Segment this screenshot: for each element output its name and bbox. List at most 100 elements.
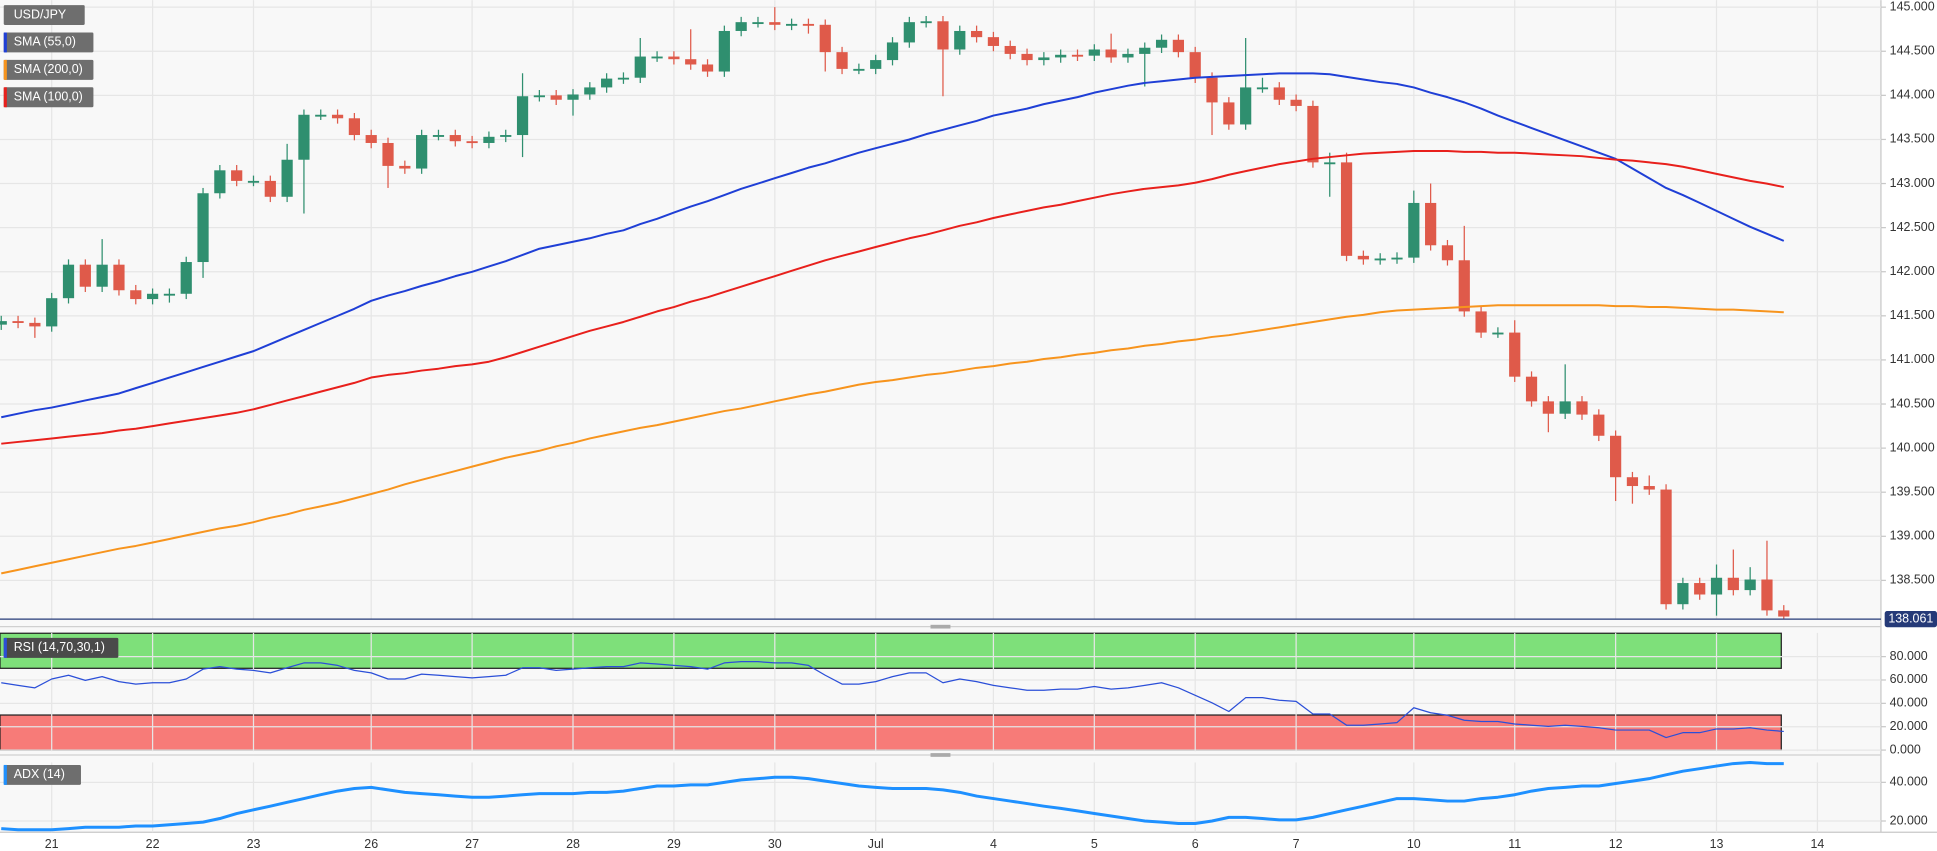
candle-body <box>1021 53 1033 61</box>
candle-body <box>466 141 478 144</box>
y-tick-label: 40.000 <box>1890 696 1928 710</box>
candle-body <box>1408 202 1420 258</box>
y-tick-label: 20.000 <box>1890 719 1928 733</box>
candle-body <box>29 322 41 327</box>
y-tick-label: 80.000 <box>1890 649 1928 663</box>
x-tick-label: 22 <box>146 837 160 851</box>
candle-body <box>987 37 1000 46</box>
candle-body <box>1290 99 1302 106</box>
candle-body <box>802 23 815 26</box>
candle-body <box>399 165 411 169</box>
candle-body <box>500 135 512 137</box>
candle-body <box>567 94 579 100</box>
legend-swatch <box>3 87 7 108</box>
zone <box>0 632 1782 669</box>
candle-body <box>1172 39 1184 53</box>
candle-body <box>1105 49 1117 58</box>
legend-box <box>3 32 94 53</box>
candle-body <box>62 264 75 299</box>
x-tick-label: 13 <box>1710 837 1724 851</box>
y-tick-label: 145.000 <box>1890 0 1935 13</box>
candle-body <box>432 135 445 137</box>
candle-body <box>1038 57 1050 61</box>
candle-body <box>836 52 848 69</box>
candle-body <box>870 60 882 69</box>
candle-body <box>601 78 613 88</box>
candle-body <box>1139 47 1151 54</box>
candle-body <box>1425 202 1437 246</box>
candle-body <box>1727 577 1739 591</box>
candle-body <box>584 87 596 95</box>
x-tick-label: 28 <box>566 837 580 851</box>
y-tick-label: 140.500 <box>1890 396 1935 410</box>
candle-body <box>1525 376 1538 402</box>
candle-body <box>1593 414 1605 436</box>
candle-body <box>1492 332 1504 335</box>
candle-body <box>1458 260 1470 312</box>
candle-body <box>954 30 966 50</box>
x-tick-label: 4 <box>990 837 997 851</box>
y-tick-label: 143.500 <box>1890 132 1935 146</box>
candle-body <box>1307 105 1319 163</box>
panel-handle[interactable] <box>930 624 951 629</box>
candle-body <box>685 59 697 65</box>
last-price-label: 138.061 <box>1888 611 1933 625</box>
candle-body <box>315 114 327 117</box>
x-tick-label: 12 <box>1609 837 1623 851</box>
candle-body <box>1559 401 1571 414</box>
x-tick-label: Jul <box>868 837 884 851</box>
candle-body <box>819 24 831 53</box>
candle-body <box>886 42 899 61</box>
candle-body <box>1778 610 1790 617</box>
candle-body <box>146 293 159 300</box>
candle-body <box>1155 39 1168 48</box>
y-tick-label: 140.000 <box>1890 440 1935 454</box>
x-tick-label: 29 <box>667 837 681 851</box>
candle-body <box>701 64 714 72</box>
x-tick-label: 14 <box>1810 837 1824 851</box>
x-tick-label: 30 <box>768 837 782 851</box>
candle-body <box>1340 162 1353 256</box>
candle-body <box>0 321 7 325</box>
candle-body <box>651 56 663 59</box>
candle-body <box>1643 486 1655 490</box>
legend-box <box>3 5 85 26</box>
series-line <box>1 661 1784 739</box>
marks-layer <box>0 7 1790 832</box>
last-price-box <box>1884 611 1937 628</box>
y-tick-label: 138.500 <box>1890 573 1935 587</box>
candle-body <box>247 180 260 183</box>
candle-body <box>1677 583 1689 605</box>
candle-body <box>180 262 192 294</box>
candle-body <box>298 114 310 160</box>
legend-title: RSI (14,70,30,1) <box>14 640 105 654</box>
candle-body <box>281 159 293 197</box>
candle-body <box>113 264 125 291</box>
candle-body <box>1710 577 1723 595</box>
candle-body <box>1610 435 1622 478</box>
candle-body <box>1475 311 1487 333</box>
legend-label: SMA (200,0) <box>14 62 83 76</box>
candle-body <box>920 21 932 24</box>
x-tick-label: 10 <box>1407 837 1421 851</box>
series-line <box>1 760 1784 832</box>
candle-body <box>550 95 562 100</box>
candle-body <box>1509 332 1521 377</box>
x-tick-label: 11 <box>1508 837 1521 851</box>
candle-body <box>903 22 915 43</box>
candle-body <box>1088 49 1100 56</box>
candle-body <box>1357 255 1369 260</box>
legend-box <box>3 637 119 658</box>
series-line <box>1 304 1784 575</box>
candle-body <box>970 30 983 38</box>
y-tick-label: 0.000 <box>1890 742 1921 756</box>
legend-box <box>3 59 94 80</box>
candle-body <box>1055 54 1067 58</box>
panel-handle[interactable] <box>930 753 951 757</box>
candle-body <box>331 114 344 119</box>
x-tick-label: 27 <box>465 837 479 851</box>
x-tick-label: 7 <box>1293 837 1300 851</box>
candle-body <box>264 180 276 197</box>
